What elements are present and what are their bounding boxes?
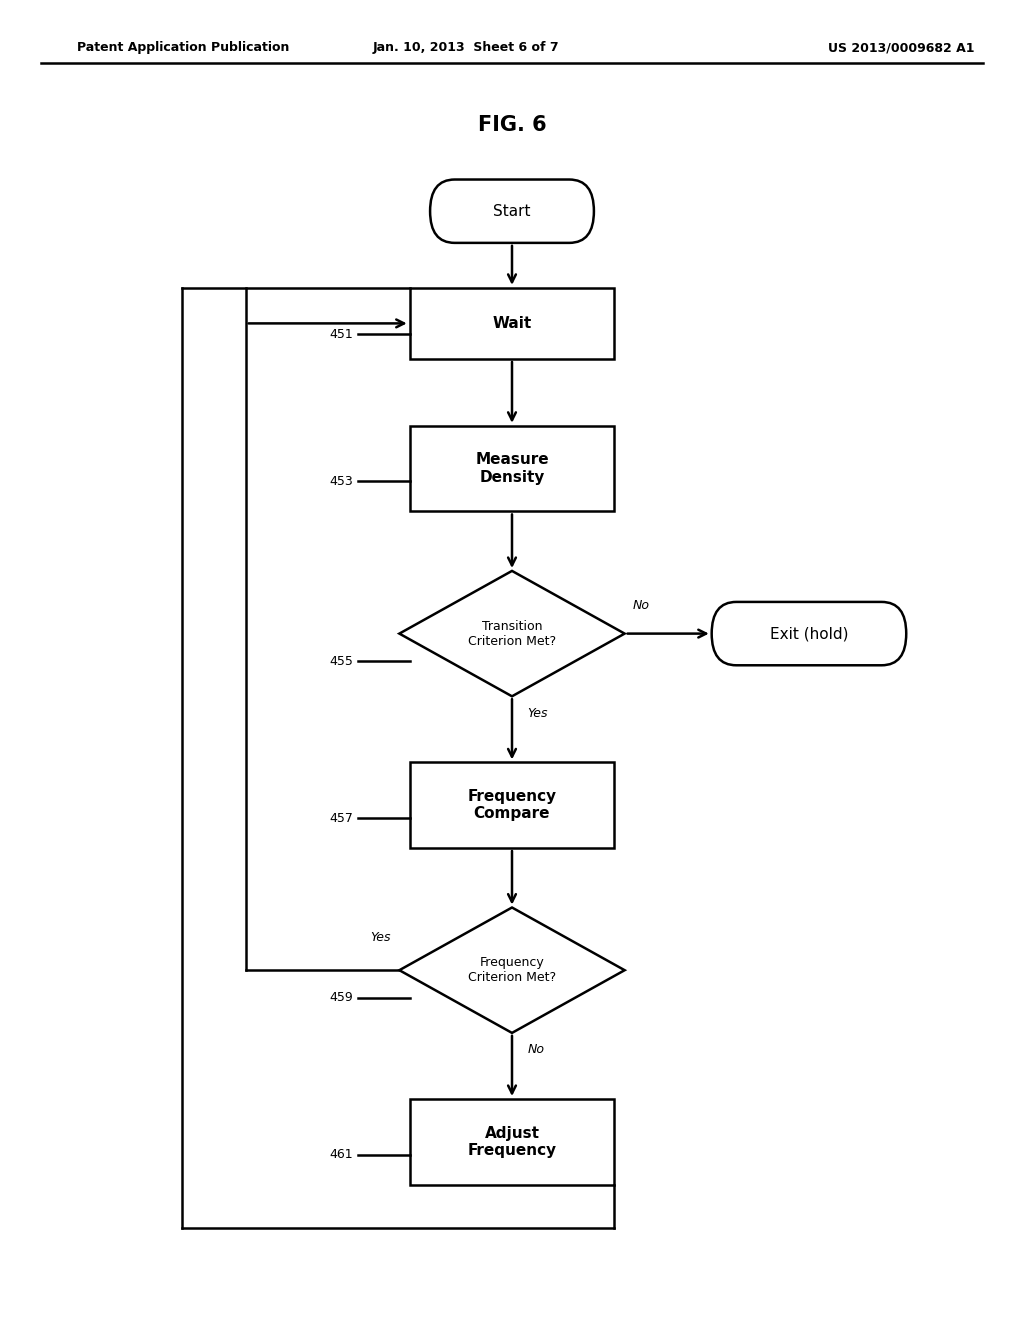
Text: 461: 461 bbox=[330, 1148, 353, 1162]
Text: 459: 459 bbox=[330, 991, 353, 1005]
Text: 455: 455 bbox=[330, 655, 353, 668]
Text: No: No bbox=[633, 599, 650, 612]
Bar bbox=[410, 1098, 614, 1185]
Text: Transition
Criterion Met?: Transition Criterion Met? bbox=[468, 619, 556, 648]
Text: Yes: Yes bbox=[371, 931, 391, 944]
Bar bbox=[410, 762, 614, 847]
Text: Exit (hold): Exit (hold) bbox=[770, 626, 848, 642]
FancyBboxPatch shape bbox=[712, 602, 906, 665]
Bar bbox=[410, 425, 614, 511]
Text: Wait: Wait bbox=[493, 315, 531, 331]
Text: Frequency
Criterion Met?: Frequency Criterion Met? bbox=[468, 956, 556, 985]
Text: Measure
Density: Measure Density bbox=[475, 453, 549, 484]
Bar bbox=[410, 288, 614, 359]
Text: Adjust
Frequency: Adjust Frequency bbox=[467, 1126, 557, 1158]
Text: No: No bbox=[527, 1043, 545, 1056]
Polygon shape bbox=[399, 570, 625, 697]
Text: US 2013/0009682 A1: US 2013/0009682 A1 bbox=[827, 41, 975, 54]
Text: 453: 453 bbox=[330, 475, 353, 488]
Text: Start: Start bbox=[494, 203, 530, 219]
FancyBboxPatch shape bbox=[430, 180, 594, 243]
Text: FIG. 6: FIG. 6 bbox=[477, 115, 547, 136]
Text: 457: 457 bbox=[330, 812, 353, 825]
Text: Frequency
Compare: Frequency Compare bbox=[467, 789, 557, 821]
Text: Jan. 10, 2013  Sheet 6 of 7: Jan. 10, 2013 Sheet 6 of 7 bbox=[373, 41, 559, 54]
Text: 451: 451 bbox=[330, 327, 353, 341]
Text: Patent Application Publication: Patent Application Publication bbox=[77, 41, 289, 54]
Polygon shape bbox=[399, 908, 625, 1032]
Text: Yes: Yes bbox=[527, 708, 548, 719]
